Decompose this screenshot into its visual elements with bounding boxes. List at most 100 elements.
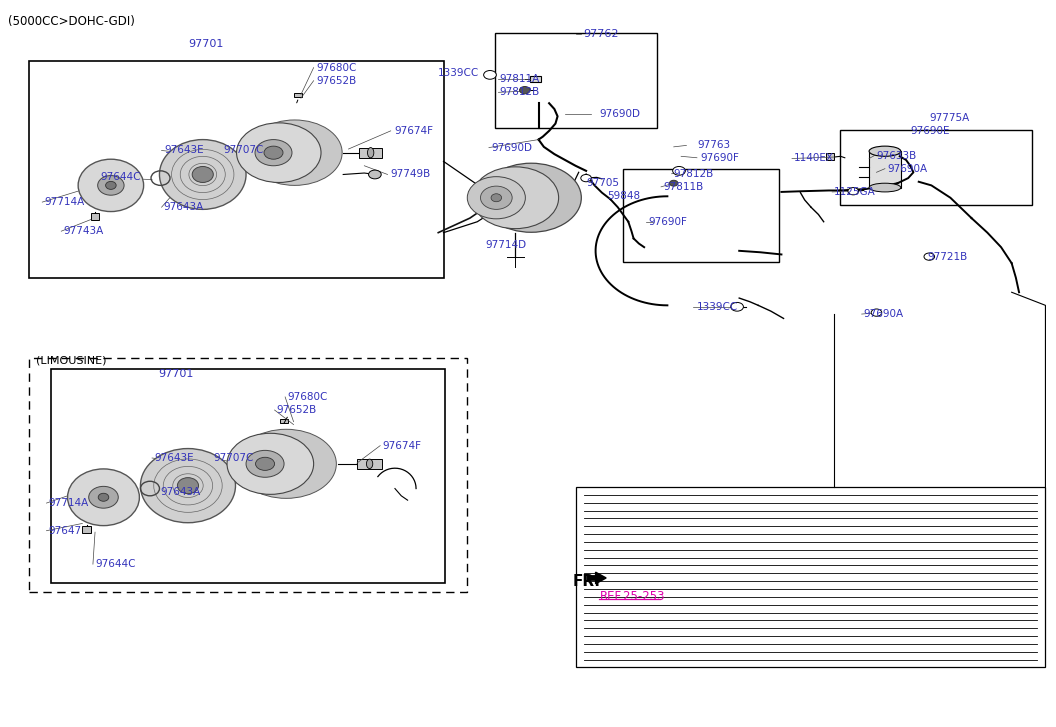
- Text: 97647: 97647: [49, 526, 81, 536]
- Text: 97690A: 97690A: [864, 309, 904, 319]
- Text: 97721B: 97721B: [927, 252, 967, 262]
- Text: 97652B: 97652B: [277, 405, 317, 415]
- Bar: [51, 369, 445, 583]
- Ellipse shape: [140, 449, 235, 523]
- Text: 97643E: 97643E: [165, 145, 205, 156]
- Ellipse shape: [367, 148, 374, 158]
- Text: 97749B: 97749B: [391, 169, 431, 180]
- Bar: [869, 151, 901, 188]
- Ellipse shape: [246, 451, 284, 478]
- Text: 97714A: 97714A: [44, 197, 84, 207]
- Bar: [359, 148, 382, 158]
- Ellipse shape: [106, 181, 116, 190]
- Circle shape: [871, 309, 882, 316]
- Bar: [91, 213, 99, 220]
- Text: 97701: 97701: [158, 369, 193, 379]
- Bar: [29, 61, 444, 278]
- Ellipse shape: [68, 469, 139, 526]
- Text: 1125GA: 1125GA: [834, 187, 876, 197]
- Bar: [82, 526, 91, 533]
- Text: 97705: 97705: [586, 178, 619, 188]
- Bar: [623, 169, 779, 262]
- Text: 97643A: 97643A: [164, 202, 204, 212]
- Ellipse shape: [97, 176, 125, 195]
- Bar: [280, 419, 288, 423]
- Text: 97743A: 97743A: [63, 226, 103, 236]
- Ellipse shape: [247, 120, 342, 185]
- Ellipse shape: [491, 193, 502, 202]
- Ellipse shape: [237, 429, 337, 499]
- Text: 97812B: 97812B: [499, 87, 540, 97]
- Text: 97707C: 97707C: [213, 453, 253, 463]
- Circle shape: [848, 188, 859, 195]
- Bar: [530, 76, 541, 82]
- Circle shape: [924, 253, 935, 260]
- Ellipse shape: [78, 159, 144, 212]
- Text: 97680C: 97680C: [287, 392, 327, 402]
- Bar: [576, 487, 1045, 667]
- Polygon shape: [587, 572, 606, 584]
- Bar: [495, 33, 657, 128]
- Circle shape: [581, 174, 591, 182]
- Text: 97775A: 97775A: [929, 113, 969, 123]
- Ellipse shape: [227, 433, 314, 494]
- Ellipse shape: [869, 146, 901, 156]
- Ellipse shape: [369, 170, 381, 179]
- Text: 97714D: 97714D: [486, 240, 527, 250]
- Text: 97690F: 97690F: [648, 217, 687, 228]
- Ellipse shape: [89, 486, 118, 508]
- Text: 97674F: 97674F: [394, 126, 433, 136]
- Text: 1339CC: 1339CC: [697, 302, 738, 312]
- Text: 59848: 59848: [607, 190, 640, 201]
- Ellipse shape: [264, 146, 283, 159]
- Bar: [294, 93, 302, 97]
- Text: 97690F: 97690F: [700, 153, 739, 163]
- Ellipse shape: [256, 457, 275, 470]
- Text: FR.: FR.: [572, 574, 601, 589]
- Text: 97643A: 97643A: [161, 487, 201, 497]
- Text: 97643E: 97643E: [154, 453, 194, 463]
- Text: (LIMOUSINE): (LIMOUSINE): [36, 356, 107, 366]
- Text: 97811B: 97811B: [663, 182, 703, 192]
- Ellipse shape: [177, 478, 199, 494]
- Ellipse shape: [192, 166, 213, 182]
- Bar: [357, 459, 382, 469]
- Text: 1339CC: 1339CC: [438, 68, 479, 79]
- Text: 97652B: 97652B: [317, 76, 357, 86]
- Ellipse shape: [482, 164, 581, 233]
- Text: 97762: 97762: [583, 29, 619, 39]
- Text: 97701: 97701: [188, 39, 223, 49]
- Text: 1140EX: 1140EX: [794, 153, 834, 164]
- Text: 97644C: 97644C: [95, 559, 135, 569]
- Text: REF.25-253: REF.25-253: [600, 590, 665, 603]
- Text: 97714A: 97714A: [49, 498, 89, 508]
- Bar: [826, 153, 834, 160]
- Text: 97644C: 97644C: [100, 172, 140, 182]
- Text: 97690E: 97690E: [910, 126, 949, 136]
- Circle shape: [673, 166, 685, 175]
- Circle shape: [484, 71, 496, 79]
- Circle shape: [731, 302, 743, 311]
- Ellipse shape: [366, 459, 373, 469]
- Text: 97812B: 97812B: [674, 169, 714, 179]
- Text: 97674F: 97674F: [382, 441, 421, 451]
- Ellipse shape: [467, 177, 526, 219]
- Text: 97690D: 97690D: [600, 109, 641, 119]
- Ellipse shape: [472, 166, 559, 228]
- Bar: [29, 358, 467, 592]
- Ellipse shape: [256, 140, 291, 166]
- Text: 97680C: 97680C: [317, 63, 357, 73]
- Ellipse shape: [159, 140, 246, 209]
- Text: 97633B: 97633B: [876, 150, 917, 161]
- Ellipse shape: [98, 493, 109, 502]
- Text: (5000CC>DOHC-GDI): (5000CC>DOHC-GDI): [8, 15, 135, 28]
- Bar: [840, 130, 1032, 205]
- Ellipse shape: [237, 123, 321, 182]
- Text: 97707C: 97707C: [224, 145, 264, 156]
- Ellipse shape: [869, 183, 901, 192]
- Text: 97811A: 97811A: [499, 74, 540, 84]
- Circle shape: [670, 180, 678, 186]
- Text: 97763: 97763: [697, 140, 730, 150]
- Text: 97690D: 97690D: [491, 142, 532, 153]
- Ellipse shape: [480, 186, 512, 209]
